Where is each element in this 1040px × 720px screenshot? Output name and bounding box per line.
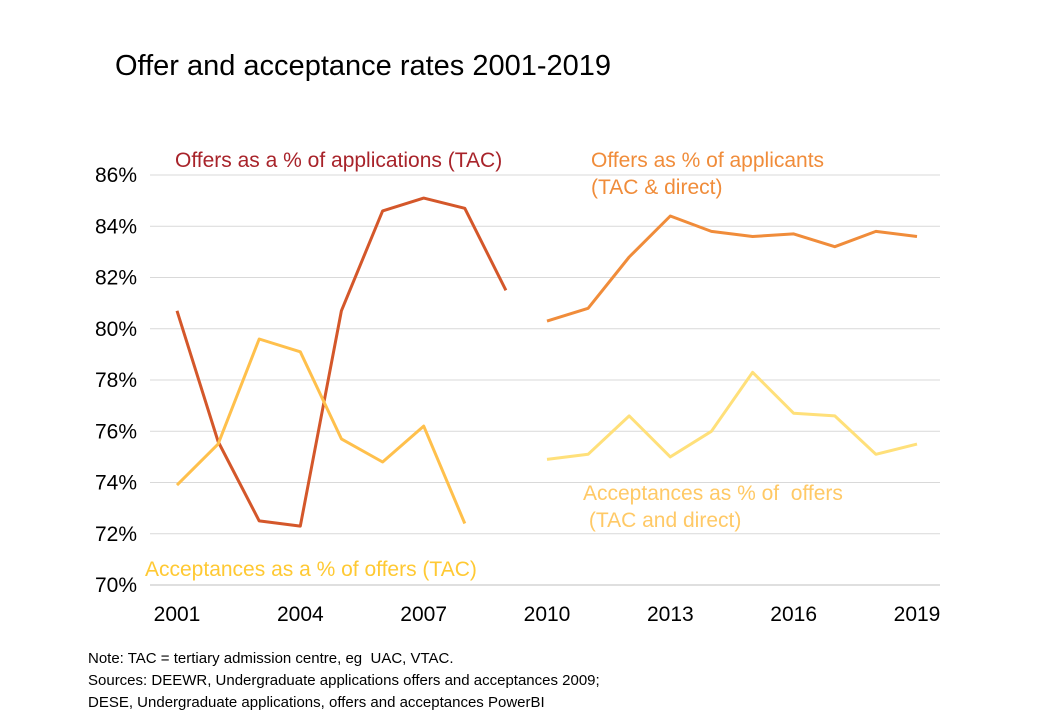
x-tick-label: 2001: [154, 603, 201, 626]
annotation-offers-applications-tac: Offers as a % of applications (TAC): [175, 149, 503, 172]
x-tick-label: 2007: [400, 603, 447, 626]
y-tick-label: 80%: [95, 318, 137, 341]
y-tick-label: 78%: [95, 369, 137, 392]
y-tick-label: 86%: [95, 164, 137, 187]
note-line: Note: TAC = tertiary admission centre, e…: [88, 650, 454, 667]
series-line-1: [175, 196, 508, 528]
y-tick-label: 72%: [95, 523, 137, 546]
series-line-4: [546, 370, 918, 461]
annotation-offers-applicants: Offers as % of applicants (TAC & direct): [591, 149, 825, 199]
x-tick-label: 2016: [770, 603, 817, 626]
series-line-3: [546, 214, 918, 323]
y-tick-label: 84%: [95, 215, 137, 238]
source-line: DESE, Undergraduate applications, offers…: [88, 694, 545, 711]
y-tick-label: 74%: [95, 472, 137, 495]
x-tick-label: 2004: [277, 603, 324, 626]
notes: Note: TAC = tertiary admission centre, e…: [88, 648, 600, 714]
y-tick-label: 70%: [95, 574, 137, 597]
x-tick-label: 2013: [647, 603, 694, 626]
y-tick-label: 82%: [95, 267, 137, 290]
x-tick-label: 2019: [894, 603, 941, 626]
y-tick-label: 76%: [95, 420, 137, 443]
series-line-2: [175, 337, 467, 525]
source-line: Sources: DEEWR, Undergraduate applicatio…: [88, 672, 600, 689]
x-tick-label: 2010: [524, 603, 571, 626]
annotation-acceptances-tac: Acceptances as a % of offers (TAC): [145, 558, 477, 581]
chart-title: Offer and acceptance rates 2001-2019: [115, 50, 612, 82]
annotation-acceptances-direct: Acceptances as % of offers (TAC and dire…: [583, 482, 843, 532]
